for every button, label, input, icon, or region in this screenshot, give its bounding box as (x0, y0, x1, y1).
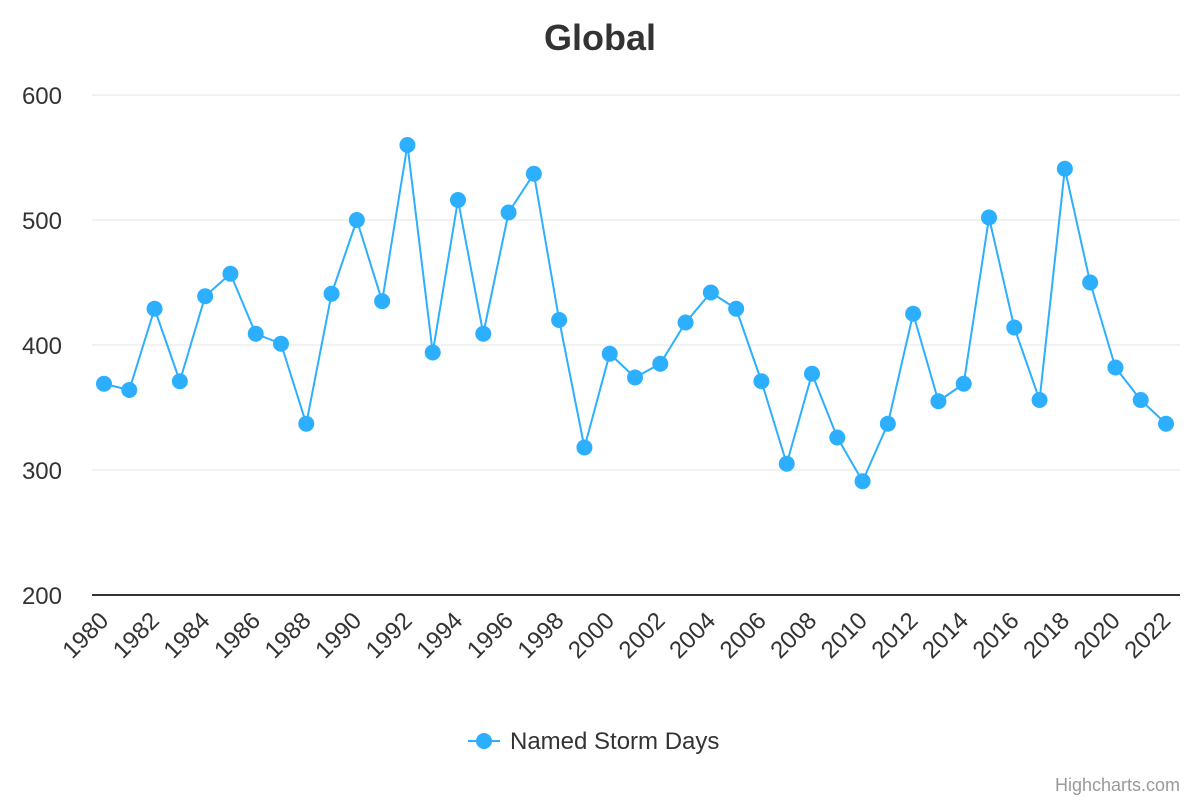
data-point[interactable] (121, 382, 138, 398)
x-tick-label: 1992 (361, 607, 418, 664)
y-tick-label: 300 (22, 458, 62, 485)
x-tick-label: 2018 (1018, 607, 1075, 664)
data-point[interactable] (399, 137, 416, 153)
data-point[interactable] (222, 265, 239, 282)
y-tick-label: 400 (22, 333, 62, 360)
x-tick-label: 2010 (816, 607, 873, 664)
credits-link[interactable]: Highcharts.com (1055, 775, 1180, 795)
data-point[interactable] (854, 473, 871, 490)
data-point[interactable] (96, 375, 112, 392)
data-point[interactable] (247, 325, 264, 342)
x-tick-label: 1984 (159, 607, 216, 664)
data-point[interactable] (1107, 359, 1124, 376)
data-point[interactable] (551, 312, 568, 328)
data-point[interactable] (601, 345, 618, 362)
y-tick-label: 500 (22, 208, 62, 235)
x-tick-label: 2020 (1069, 607, 1126, 664)
data-point[interactable] (981, 209, 997, 226)
x-tick-label: 1998 (513, 607, 570, 664)
x-tick-label: 2000 (563, 607, 620, 664)
x-tick-label: 2008 (765, 607, 822, 664)
data-point[interactable] (728, 300, 745, 317)
data-point[interactable] (677, 314, 694, 331)
legend-marker-icon (476, 733, 492, 749)
data-point[interactable] (348, 212, 365, 228)
data-point[interactable] (930, 393, 947, 410)
grid-lines (92, 94, 1180, 596)
data-point[interactable] (450, 192, 466, 208)
data-point[interactable] (1158, 415, 1174, 432)
data-point[interactable] (753, 373, 770, 390)
data-point[interactable] (475, 325, 492, 342)
x-axis-labels: 1980198219841986198819901992199419961998… (57, 607, 1176, 664)
x-tick-label: 2012 (867, 607, 924, 664)
x-tick-label: 2004 (664, 607, 721, 664)
data-point[interactable] (879, 415, 896, 432)
x-tick-label: 1990 (310, 607, 367, 664)
data-point[interactable] (374, 293, 391, 310)
data-point[interactable] (424, 344, 441, 361)
y-tick-label: 600 (22, 83, 62, 110)
x-tick-label: 2014 (917, 607, 974, 664)
data-point[interactable] (273, 335, 289, 352)
x-tick-label: 2016 (968, 607, 1025, 664)
x-tick-label: 2022 (1119, 607, 1176, 664)
data-point[interactable] (171, 373, 188, 390)
data-point[interactable] (1056, 160, 1073, 177)
chart-title: Global (544, 17, 656, 58)
x-tick-label: 2002 (614, 607, 671, 664)
x-tick-label: 1994 (411, 607, 468, 664)
data-point[interactable] (323, 285, 340, 302)
data-point[interactable] (1132, 392, 1149, 408)
y-axis-labels: 200 300 400 500 600 (22, 83, 62, 610)
legend[interactable]: Named Storm Days (468, 728, 719, 755)
data-point[interactable] (500, 204, 517, 221)
data-point[interactable] (627, 369, 643, 386)
series-line (103, 144, 1167, 483)
data-point[interactable] (955, 375, 972, 392)
data-point[interactable] (652, 355, 669, 372)
x-tick-label: 2006 (715, 607, 772, 664)
data-point[interactable] (778, 455, 795, 472)
data-point[interactable] (829, 429, 846, 446)
data-point[interactable] (298, 415, 315, 432)
data-point[interactable] (1082, 274, 1099, 291)
data-point[interactable] (1031, 392, 1048, 408)
x-tick-label: 1982 (108, 607, 165, 664)
x-tick-label: 1986 (209, 607, 266, 664)
data-point[interactable] (525, 165, 542, 182)
data-point[interactable] (702, 284, 719, 301)
x-tick-label: 1980 (57, 607, 114, 664)
data-point[interactable] (1006, 319, 1023, 336)
x-tick-label: 1988 (260, 607, 317, 664)
data-point[interactable] (197, 288, 214, 305)
data-point[interactable] (804, 365, 820, 382)
series-layer (96, 137, 1174, 490)
x-tick-label: 1996 (462, 607, 519, 664)
legend-label[interactable]: Named Storm Days (510, 728, 719, 755)
y-tick-label: 200 (22, 583, 62, 610)
data-point[interactable] (576, 439, 593, 456)
data-point[interactable] (905, 305, 922, 322)
data-point[interactable] (146, 300, 163, 317)
